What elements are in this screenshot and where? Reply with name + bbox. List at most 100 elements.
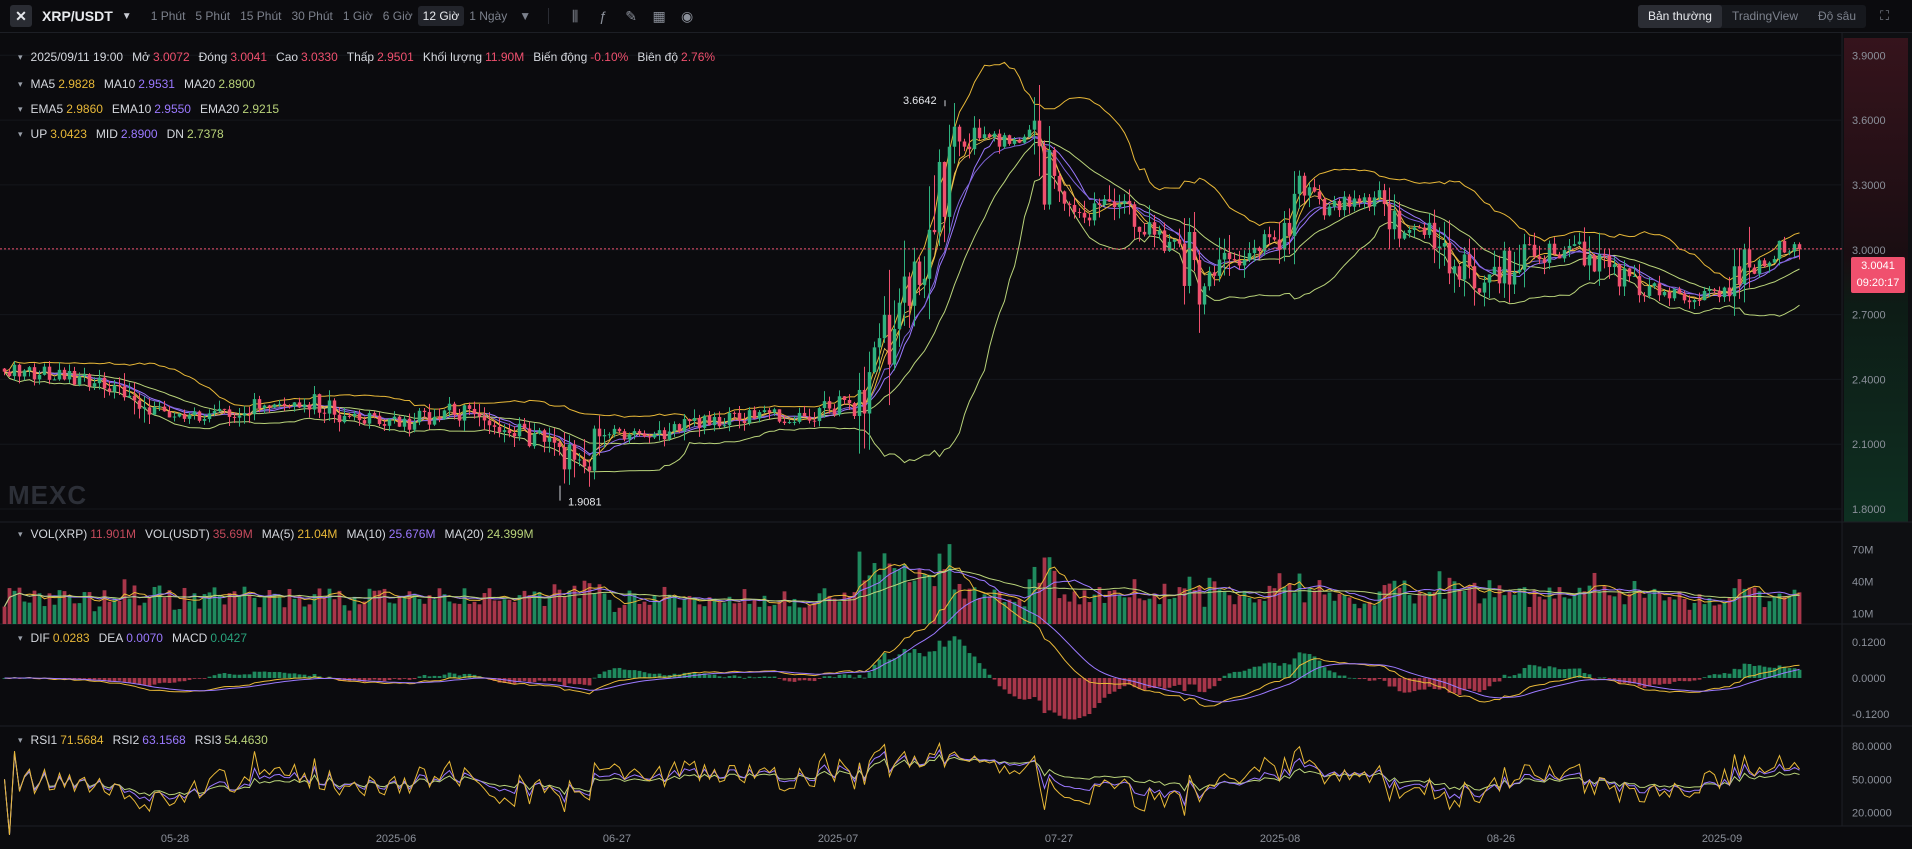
candle-body <box>352 413 357 417</box>
candle-body <box>1002 135 1007 147</box>
candle-date: 2025/09/11 19:00 <box>30 50 124 64</box>
macd-bar <box>112 678 117 682</box>
collapse-caret-icon[interactable]: ▾ <box>18 103 23 114</box>
macd-bar <box>712 674 717 678</box>
candle-body <box>1052 150 1057 176</box>
candle-body <box>1692 300 1697 303</box>
macd-bar <box>827 676 832 678</box>
grid-layout-icon[interactable]: ▦ <box>652 7 666 24</box>
timeframe-chevron-down-icon[interactable]: ▼ <box>519 9 532 23</box>
candle-body <box>1067 203 1072 205</box>
ema10-label: EMA10 <box>111 102 152 116</box>
macd-tick-label-1: 0.0000 <box>1852 673 1886 685</box>
timeframe-tab-1[interactable]: 5 Phút <box>195 9 231 23</box>
macd-bar <box>917 652 922 678</box>
candle-body <box>962 141 967 147</box>
candle-type-icon[interactable]: ⫼ <box>571 7 579 24</box>
candle-body <box>737 412 742 421</box>
collapse-caret-icon[interactable]: ▾ <box>18 128 23 139</box>
macd-bar <box>1777 665 1782 678</box>
volume-bar <box>1787 596 1792 624</box>
timeframe-tab-5[interactable]: 6 Giờ <box>382 9 413 23</box>
volume-bar <box>187 601 192 624</box>
timeframe-tab-7[interactable]: 1 Ngày <box>469 9 508 23</box>
timeframe-tab-6[interactable]: 12 Giờ <box>417 6 465 26</box>
candle-body <box>822 401 827 409</box>
macd-bar <box>1397 678 1402 692</box>
collapse-caret-icon[interactable]: ▾ <box>18 528 23 539</box>
macd-bar <box>762 676 767 678</box>
volume-bar <box>1162 583 1167 624</box>
macd-bar <box>607 669 612 678</box>
candle-body <box>42 366 47 375</box>
candle-body <box>1342 196 1347 211</box>
candle-body <box>397 416 402 427</box>
camera-icon[interactable]: ◉ <box>681 7 694 24</box>
macd-bar <box>262 671 267 678</box>
macd-bar <box>1592 678 1597 679</box>
candle-body <box>847 400 852 404</box>
collapse-caret-icon[interactable]: ▾ <box>18 632 23 643</box>
macd-bar <box>432 675 437 678</box>
macd-bar <box>1737 669 1742 678</box>
timeframe-tab-3[interactable]: 30 Phút <box>291 9 333 23</box>
candle-body <box>1477 288 1482 293</box>
candle-body <box>207 413 212 420</box>
macd-bar <box>572 678 577 685</box>
candle-body <box>862 389 867 414</box>
volume-bar <box>1552 598 1557 624</box>
volume-bar <box>1207 577 1212 624</box>
macd-bar <box>1007 678 1012 694</box>
volume-bar <box>1742 588 1747 624</box>
volume-bar <box>737 602 742 624</box>
macd-bar <box>1552 667 1557 678</box>
view-tab-1[interactable]: TradingView <box>1731 9 1798 23</box>
volume-bar <box>1432 592 1437 624</box>
macd-bar <box>97 678 102 680</box>
volume-bar <box>1732 588 1737 624</box>
volume-bar <box>147 597 152 624</box>
volume-bar <box>1157 604 1162 624</box>
candle-body <box>532 433 537 447</box>
candle-body <box>1252 247 1257 254</box>
macd-bar <box>522 678 527 681</box>
indicator-fx-icon[interactable]: ƒ <box>599 8 608 24</box>
candle-body <box>317 394 322 413</box>
macd-bar <box>617 667 622 678</box>
collapse-caret-icon[interactable]: ▾ <box>18 734 23 745</box>
macd-bar <box>1467 678 1472 689</box>
collapse-caret-icon[interactable]: ▾ <box>18 78 23 89</box>
macd-bar <box>597 674 602 678</box>
pair-selector[interactable]: XRP/USDT <box>42 8 113 24</box>
pencil-icon[interactable]: ✎ <box>625 7 637 24</box>
candle-body <box>842 396 847 400</box>
candle-body <box>112 385 117 392</box>
collapse-caret-icon[interactable]: ▾ <box>18 51 23 62</box>
candle-body <box>1362 197 1367 203</box>
dea-value: 0.0070 <box>126 631 163 645</box>
volume-bar <box>477 604 482 624</box>
timeframe-tab-0[interactable]: 1 Phút <box>150 9 186 23</box>
volume-bar <box>1262 600 1267 624</box>
candle-body <box>572 444 577 460</box>
volume-bar <box>1672 599 1677 624</box>
chevron-down-icon[interactable]: ▼ <box>121 10 132 22</box>
macd-bar <box>147 678 152 686</box>
ma10-value: 2.9531 <box>138 77 175 91</box>
volume-bar <box>1627 593 1632 624</box>
macd-bar <box>867 672 872 678</box>
macd-bar <box>1672 678 1677 682</box>
timeframe-tab-2[interactable]: 15 Phút <box>240 9 282 23</box>
view-tab-0[interactable]: Bản thường <box>1638 5 1722 28</box>
macd-bar <box>1212 678 1217 687</box>
candle-body <box>727 412 732 426</box>
timeframe-tab-4[interactable]: 1 Giờ <box>342 9 373 23</box>
macd-bar <box>857 674 862 678</box>
fullscreen-icon[interactable]: ⛶ <box>1880 8 1890 23</box>
candle-body <box>442 410 447 420</box>
candle-body <box>597 428 602 437</box>
view-tab-2[interactable]: Độ sâu <box>1818 9 1857 23</box>
rsi2-label: RSI2 <box>112 733 140 747</box>
volume-bar <box>1347 597 1352 624</box>
